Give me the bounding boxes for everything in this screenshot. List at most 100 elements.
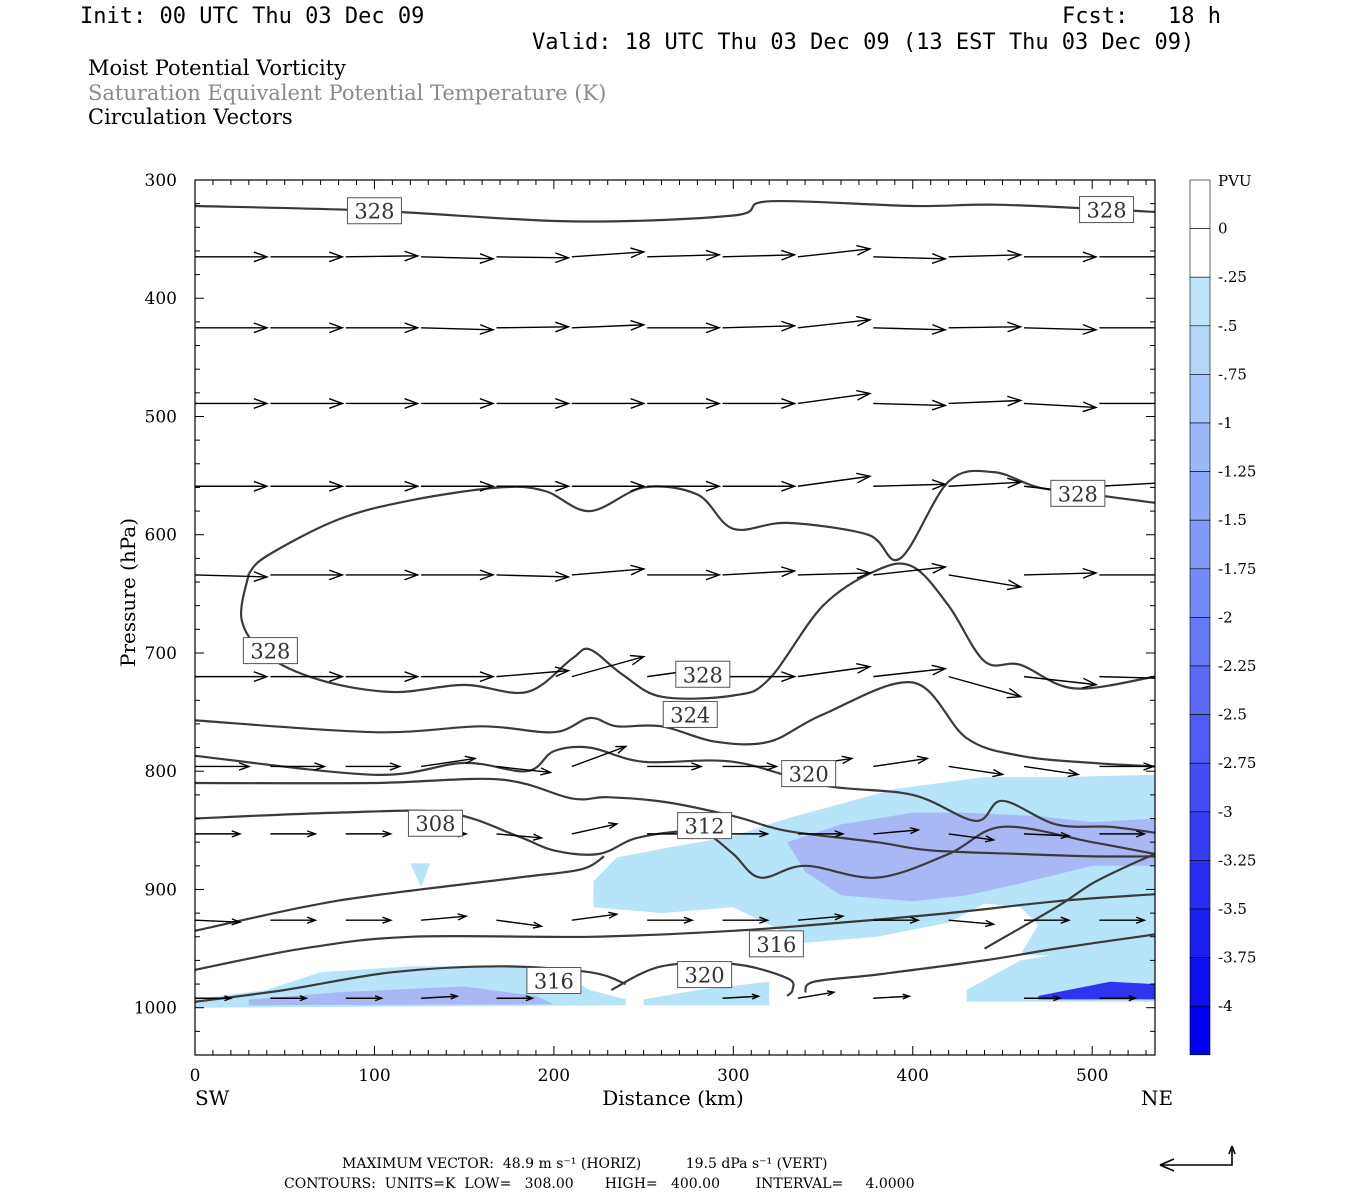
colorbar-swatch [1189, 860, 1211, 910]
circulation-vector [496, 252, 571, 264]
contour-label: 328 [1079, 196, 1135, 224]
circulation-vector [873, 253, 948, 264]
circulation-vector [647, 322, 722, 334]
contour-label: 312 [677, 812, 733, 840]
colorbar-label: -3.75 [1218, 949, 1256, 967]
circulation-vector [195, 671, 270, 683]
circulation-vector [496, 666, 571, 678]
circulation-vector [948, 919, 996, 928]
pv-region-mid [248, 986, 554, 1006]
svg-text:316: 316 [756, 933, 796, 957]
x-tick-label: 500 [1076, 1066, 1108, 1086]
colorbar-label: -3.25 [1218, 851, 1256, 869]
theta-contour [239, 562, 1155, 700]
circulation-vector [195, 480, 270, 492]
svg-text:316: 316 [534, 970, 574, 994]
circulation-vector [345, 398, 420, 409]
circulation-vector [1023, 765, 1081, 778]
init-time: Init: 00 UTC Thu 03 Dec 09 [80, 4, 425, 29]
theta-contour [247, 469, 1155, 575]
circulation-vector [496, 398, 571, 409]
y-tick-label: 300 [145, 171, 177, 191]
circulation-vector [1024, 251, 1099, 263]
plot-frame [194, 179, 1156, 1056]
circulation-vector [873, 993, 912, 1000]
colorbar-swatch [1189, 811, 1211, 861]
circulation-vector [496, 833, 544, 841]
circulation-vector [195, 322, 270, 334]
circulation-vector [270, 995, 309, 1002]
theta-contour [195, 855, 605, 932]
max-vector-note: MAXIMUM VECTOR: 48.9 m s⁻¹ (HORIZ) 19.5 … [342, 1156, 828, 1172]
field-title-vectors: Circulation Vectors [88, 105, 293, 129]
svg-text:328: 328 [354, 200, 394, 224]
axes-layer: 0 100 200 300 400 500 300 400 500 600 700 800 900 100… [116, 171, 1173, 1110]
circulation-vector [270, 916, 318, 924]
svg-text:324: 324 [670, 703, 710, 727]
circulation-vector [1099, 256, 1155, 258]
circulation-vector [948, 675, 1023, 699]
colorbar-swatch [1189, 325, 1211, 375]
svg-text:328: 328 [1058, 482, 1098, 506]
circulation-vector [1099, 762, 1155, 771]
y-tick-label: 600 [145, 526, 177, 546]
colorbar-swatch [1189, 1005, 1211, 1056]
contour-label: 308 [407, 809, 463, 837]
circulation-vector [195, 918, 243, 926]
circulation-vector [496, 995, 535, 1002]
x-tick-label: 100 [358, 1066, 390, 1086]
colorbar-label: -1.75 [1218, 560, 1256, 578]
circulation-vector [948, 321, 1023, 333]
contour-label: 324 [662, 700, 718, 728]
colorbar-label: -.25 [1218, 268, 1247, 286]
contour-label: 320 [677, 961, 733, 989]
theta-contour [195, 965, 627, 1003]
circulation-vector [1099, 830, 1147, 838]
circulation-vector [722, 320, 797, 332]
field-title-theta-es: Saturation Equivalent Potential Temperat… [88, 81, 607, 105]
colorbar-swatch [1189, 617, 1211, 667]
circulation-vector [1023, 831, 1072, 840]
circulation-vector [345, 671, 420, 683]
colorbar-label: 0 [1218, 220, 1228, 238]
circulation-vector [421, 323, 496, 335]
theta-contour [983, 852, 1155, 950]
circulation-vector [345, 322, 420, 334]
circulation-vector [873, 479, 948, 491]
x-axis-label: Distance (km) [602, 1086, 744, 1110]
contour-label: 320 [781, 760, 837, 788]
x-tick-label: 300 [717, 1066, 749, 1086]
circulation-vector [345, 250, 420, 262]
colorbar-label: -2.25 [1218, 657, 1256, 675]
circulation-vector [270, 569, 345, 581]
circulation-vector [496, 571, 571, 583]
circulation-vector [1099, 402, 1155, 405]
colorbar-swatch [1189, 665, 1211, 715]
svg-text:312: 312 [685, 815, 725, 839]
circulation-vector [421, 398, 496, 409]
circulation-vector [647, 480, 722, 492]
circulation-vector [1099, 574, 1155, 576]
y-tick-label: 400 [145, 289, 177, 309]
reference-vector [1159, 1145, 1236, 1172]
x-tick-label: 200 [538, 1066, 570, 1086]
circulation-vector [797, 244, 872, 258]
circulation-vector [421, 569, 496, 581]
circulation-vector [1023, 675, 1099, 689]
circulation-vector [1099, 327, 1155, 329]
contour-label: 328 [242, 637, 298, 665]
circulation-vector [722, 398, 797, 409]
circulation-vector [270, 322, 345, 334]
colorbar-label: -4 [1218, 997, 1233, 1015]
colorbar-swatch [1189, 228, 1211, 278]
colorbar-label: -1.25 [1218, 463, 1256, 481]
y-axis-label: Pressure (hPa) [116, 518, 140, 667]
circulation-vector [797, 913, 845, 921]
circulation-vector [420, 755, 478, 768]
circulation-vector [948, 574, 1023, 591]
circulation-vector [571, 247, 646, 259]
circulation-vector [948, 395, 1023, 407]
circulation-vector [571, 654, 646, 678]
circulation-vector [1023, 567, 1099, 579]
pv-region-light [643, 981, 770, 1006]
